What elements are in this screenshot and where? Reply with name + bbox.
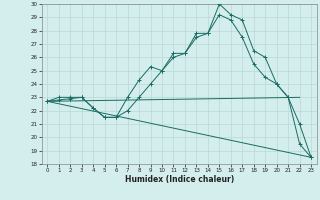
- X-axis label: Humidex (Indice chaleur): Humidex (Indice chaleur): [124, 175, 234, 184]
